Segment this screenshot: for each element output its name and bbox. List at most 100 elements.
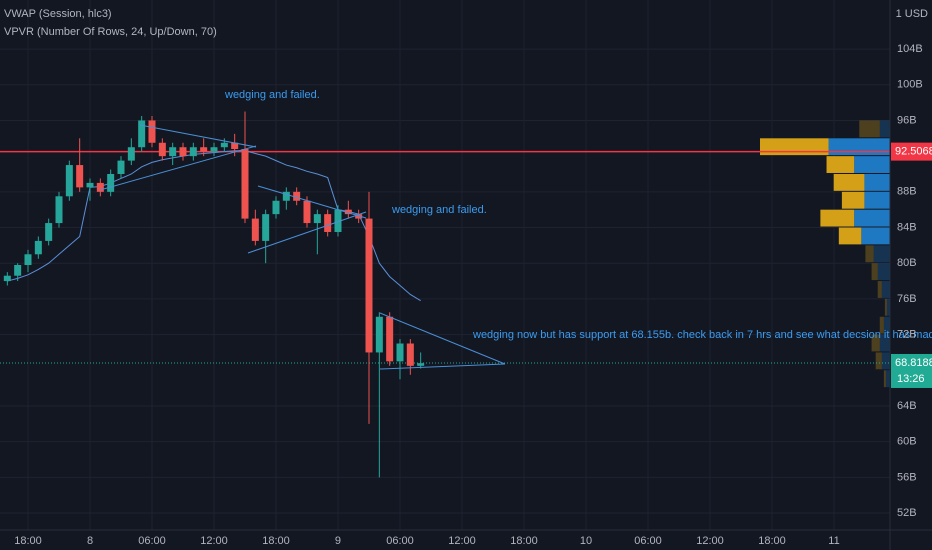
candle-body — [117, 160, 125, 174]
candle-body — [189, 147, 197, 157]
trendline — [379, 363, 506, 370]
candle-body — [45, 223, 53, 241]
candle-body — [293, 191, 301, 201]
candle-body — [138, 120, 146, 148]
vp-down — [859, 120, 880, 138]
x-tick-label: 06:00 — [634, 535, 662, 547]
volume-profile — [760, 120, 890, 388]
x-tick-label: 06:00 — [138, 535, 166, 547]
x-tick-label: 11 — [828, 535, 839, 547]
vp-up — [879, 120, 890, 138]
vp-down — [871, 263, 878, 281]
candle-body — [251, 218, 259, 241]
vp-up — [881, 281, 890, 298]
candle-body — [158, 142, 166, 157]
candle-body — [406, 343, 414, 366]
candle-body — [262, 214, 270, 241]
candle-body — [3, 275, 11, 282]
indicator-label: VWAP (Session, hlc3) — [4, 8, 112, 20]
grid — [0, 0, 890, 530]
vp-down — [879, 316, 884, 334]
vp-down — [833, 173, 865, 191]
trendline — [139, 124, 257, 148]
candle-body — [96, 182, 104, 192]
annotation: wedging and failed. — [224, 89, 320, 101]
y-tick-label: 52B — [897, 507, 917, 519]
x-tick-label: 18:00 — [510, 535, 538, 547]
candle-body — [24, 254, 32, 265]
candle-body — [324, 214, 332, 232]
countdown-label: 13:26 — [897, 373, 925, 385]
candle-body — [386, 316, 394, 362]
candle-body — [210, 147, 218, 152]
x-tick-label: 18:00 — [758, 535, 786, 547]
candle-body — [231, 142, 239, 150]
vp-down — [865, 245, 874, 263]
y-tick-label: 64B — [897, 400, 917, 412]
candle-body — [148, 120, 156, 143]
x-tick-label: 12:00 — [200, 535, 228, 547]
candle-body — [365, 218, 373, 353]
plot — [0, 111, 890, 478]
trendlines — [99, 124, 506, 370]
candle-body — [179, 147, 187, 157]
y-tick-label: 56B — [897, 471, 917, 483]
candle-body — [355, 214, 363, 219]
candle-body — [200, 147, 208, 152]
indicator-label: VPVR (Number Of Rows, 24, Up/Down, 70) — [4, 26, 217, 38]
vp-down — [871, 334, 880, 352]
price-tag-label: 92.5068 — [895, 146, 932, 158]
vp-down — [760, 138, 829, 156]
vp-up — [864, 173, 890, 191]
candle-body — [14, 265, 22, 276]
y-tick-label: 84B — [897, 221, 917, 233]
vp-up — [854, 156, 890, 173]
price-tag — [891, 142, 932, 161]
x-tick-label: 12:00 — [448, 535, 476, 547]
vp-down — [883, 370, 886, 388]
vp-down — [838, 227, 862, 245]
x-tick-label: 8 — [87, 535, 93, 547]
candle-body — [334, 209, 342, 232]
x-tick-label: 18:00 — [262, 535, 290, 547]
vp-up — [885, 370, 890, 388]
vp-down — [826, 156, 855, 173]
x-tick-label: 18:00 — [14, 535, 42, 547]
vp-up — [879, 334, 890, 352]
y-tick-label: 100B — [897, 79, 923, 91]
vp-up — [883, 316, 890, 334]
candle-body — [55, 196, 63, 224]
candle-body — [303, 200, 311, 224]
candle-body — [241, 149, 249, 219]
vp-up — [828, 138, 890, 156]
y-tick-label: 96B — [897, 114, 917, 126]
vp-up — [873, 245, 890, 263]
annotation: wedging and failed. — [391, 204, 487, 216]
candle-body — [169, 147, 177, 157]
candle-body — [34, 240, 42, 255]
y-tick-label: 80B — [897, 257, 917, 269]
candle-body — [282, 191, 290, 201]
candle-body — [313, 214, 321, 224]
trendline — [257, 185, 367, 219]
vp-down — [877, 281, 882, 298]
price-tag — [891, 353, 932, 388]
y-tick-label: 72B — [897, 329, 917, 341]
annotation: wedging now but has support at 68.155b. … — [472, 329, 932, 341]
vp-up — [854, 209, 890, 227]
x-tick-label: 10 — [580, 535, 592, 547]
y-tick-label: 76B — [897, 293, 917, 305]
candle-body — [107, 173, 115, 192]
trendline — [99, 145, 257, 191]
vp-up — [861, 227, 890, 245]
vp-down — [820, 209, 855, 227]
currency-label: 1 USD — [896, 8, 928, 20]
candle-body — [220, 142, 228, 148]
y-tick-label: 88B — [897, 186, 917, 198]
candle-body — [65, 165, 73, 197]
vp-down — [875, 352, 882, 370]
y-tick-label: 60B — [897, 436, 917, 448]
trendline — [247, 211, 367, 254]
